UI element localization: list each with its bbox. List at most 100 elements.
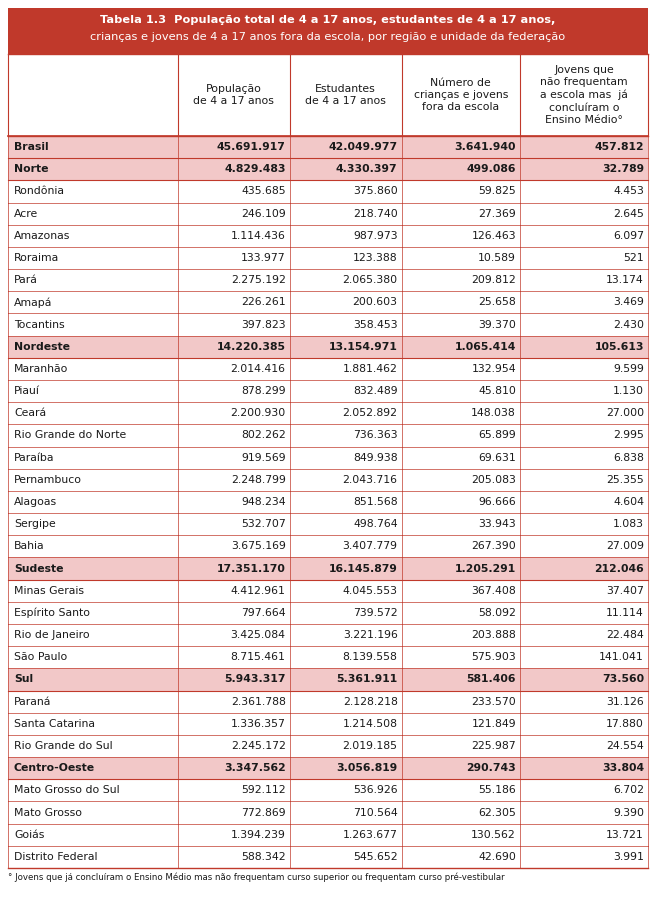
Text: 3.641.940: 3.641.940 xyxy=(455,142,516,152)
Text: 1.130: 1.130 xyxy=(613,386,644,396)
Text: 3.991: 3.991 xyxy=(613,852,644,862)
Text: 878.299: 878.299 xyxy=(241,386,285,396)
Bar xyxy=(8,579,648,602)
Text: 59.825: 59.825 xyxy=(478,187,516,197)
Text: 588.342: 588.342 xyxy=(241,852,285,862)
Text: 126.463: 126.463 xyxy=(472,231,516,241)
Text: Minas Gerais: Minas Gerais xyxy=(14,585,84,595)
Text: 1.214.508: 1.214.508 xyxy=(342,718,398,729)
Bar xyxy=(8,469,648,491)
Bar xyxy=(8,8,648,54)
Text: Centro-Oeste: Centro-Oeste xyxy=(14,763,95,773)
Text: Paraíba: Paraíba xyxy=(14,453,54,462)
Text: 851.568: 851.568 xyxy=(353,497,398,507)
Text: 8.139.558: 8.139.558 xyxy=(342,652,398,662)
Bar xyxy=(8,691,648,713)
Text: Brasil: Brasil xyxy=(14,142,49,152)
Text: 203.888: 203.888 xyxy=(471,630,516,640)
Text: São Paulo: São Paulo xyxy=(14,652,68,662)
Bar xyxy=(8,247,648,269)
Text: 2.248.799: 2.248.799 xyxy=(231,475,285,485)
Text: 1.065.414: 1.065.414 xyxy=(455,342,516,352)
Text: 6.097: 6.097 xyxy=(613,231,644,241)
Text: Norte: Norte xyxy=(14,164,49,174)
Text: 2.065.380: 2.065.380 xyxy=(342,275,398,286)
Text: 2.043.716: 2.043.716 xyxy=(342,475,398,485)
Text: 397.823: 397.823 xyxy=(241,320,285,330)
Text: População
de 4 a 17 anos: População de 4 a 17 anos xyxy=(193,84,274,106)
Text: 9.599: 9.599 xyxy=(613,364,644,374)
Bar xyxy=(8,558,648,579)
Text: 17.351.170: 17.351.170 xyxy=(216,564,285,574)
Text: 1.205.291: 1.205.291 xyxy=(455,564,516,574)
Text: Número de
crianças e jovens
fora da escola: Número de crianças e jovens fora da esco… xyxy=(414,77,508,112)
Text: 435.685: 435.685 xyxy=(241,187,285,197)
Text: 141.041: 141.041 xyxy=(599,652,644,662)
Text: 10.589: 10.589 xyxy=(478,253,516,263)
Bar xyxy=(8,624,648,647)
Text: Tabela 1.3  População total de 4 a 17 anos, estudantes de 4 a 17 anos,: Tabela 1.3 População total de 4 a 17 ano… xyxy=(100,15,556,25)
Text: 130.562: 130.562 xyxy=(471,830,516,840)
Bar xyxy=(8,513,648,535)
Text: 1.394.239: 1.394.239 xyxy=(231,830,285,840)
Bar xyxy=(8,313,648,336)
Text: 42.690: 42.690 xyxy=(478,852,516,862)
Text: 919.569: 919.569 xyxy=(241,453,285,462)
Bar xyxy=(8,180,648,203)
Text: 4.330.397: 4.330.397 xyxy=(336,164,398,174)
Text: 367.408: 367.408 xyxy=(471,585,516,595)
Text: Tocantins: Tocantins xyxy=(14,320,65,330)
Text: 132.954: 132.954 xyxy=(472,364,516,374)
Bar xyxy=(8,713,648,735)
Text: 25.355: 25.355 xyxy=(606,475,644,485)
Text: Amapá: Amapá xyxy=(14,297,52,308)
Text: 14.220.385: 14.220.385 xyxy=(216,342,285,352)
Text: 45.810: 45.810 xyxy=(478,386,516,396)
Text: 2.128.218: 2.128.218 xyxy=(342,697,398,707)
Text: 27.009: 27.009 xyxy=(606,541,644,551)
Text: Rondônia: Rondônia xyxy=(14,187,65,197)
Text: 39.370: 39.370 xyxy=(478,320,516,330)
Text: Maranhão: Maranhão xyxy=(14,364,68,374)
Text: 69.631: 69.631 xyxy=(478,453,516,462)
Text: 2.645: 2.645 xyxy=(613,208,644,218)
Text: 96.666: 96.666 xyxy=(478,497,516,507)
Text: 33.943: 33.943 xyxy=(478,519,516,529)
Text: 3.469: 3.469 xyxy=(613,297,644,307)
Text: Estudantes
de 4 a 17 anos: Estudantes de 4 a 17 anos xyxy=(305,84,386,106)
Text: 1.114.436: 1.114.436 xyxy=(231,231,285,241)
Text: 2.430: 2.430 xyxy=(613,320,644,330)
Text: 499.086: 499.086 xyxy=(466,164,516,174)
Text: Bahia: Bahia xyxy=(14,541,45,551)
Text: 2.200.930: 2.200.930 xyxy=(230,409,285,418)
Text: 290.743: 290.743 xyxy=(466,763,516,773)
Text: 65.899: 65.899 xyxy=(478,430,516,440)
Text: 2.052.892: 2.052.892 xyxy=(342,409,398,418)
Text: 24.554: 24.554 xyxy=(606,741,644,751)
Text: Nordeste: Nordeste xyxy=(14,342,70,352)
Text: 42.049.977: 42.049.977 xyxy=(329,142,398,152)
Text: 4.045.553: 4.045.553 xyxy=(342,585,398,595)
Text: 31.126: 31.126 xyxy=(606,697,644,707)
Text: Acre: Acre xyxy=(14,208,38,218)
Text: Pernambuco: Pernambuco xyxy=(14,475,82,485)
Text: 3.221.196: 3.221.196 xyxy=(342,630,398,640)
Text: Ceará: Ceará xyxy=(14,409,46,418)
Text: 4.829.483: 4.829.483 xyxy=(224,164,285,174)
Text: 246.109: 246.109 xyxy=(241,208,285,218)
Bar xyxy=(8,224,648,247)
Text: Rio Grande do Sul: Rio Grande do Sul xyxy=(14,741,113,751)
Text: 832.489: 832.489 xyxy=(353,386,398,396)
Text: 55.186: 55.186 xyxy=(478,786,516,796)
Text: 5.361.911: 5.361.911 xyxy=(337,674,398,684)
Text: 2.275.192: 2.275.192 xyxy=(231,275,285,286)
Text: Mato Grosso do Sul: Mato Grosso do Sul xyxy=(14,786,119,796)
Text: 27.369: 27.369 xyxy=(478,208,516,218)
Text: ° Jovens que já concluíram o Ensino Médio mas não frequentam curso superior ou f: ° Jovens que já concluíram o Ensino Médi… xyxy=(8,872,504,882)
Text: 62.305: 62.305 xyxy=(478,807,516,817)
Text: 8.715.461: 8.715.461 xyxy=(231,652,285,662)
Text: 1.881.462: 1.881.462 xyxy=(342,364,398,374)
Bar xyxy=(8,779,648,801)
Text: 17.880: 17.880 xyxy=(606,718,644,729)
Text: 545.652: 545.652 xyxy=(353,852,398,862)
